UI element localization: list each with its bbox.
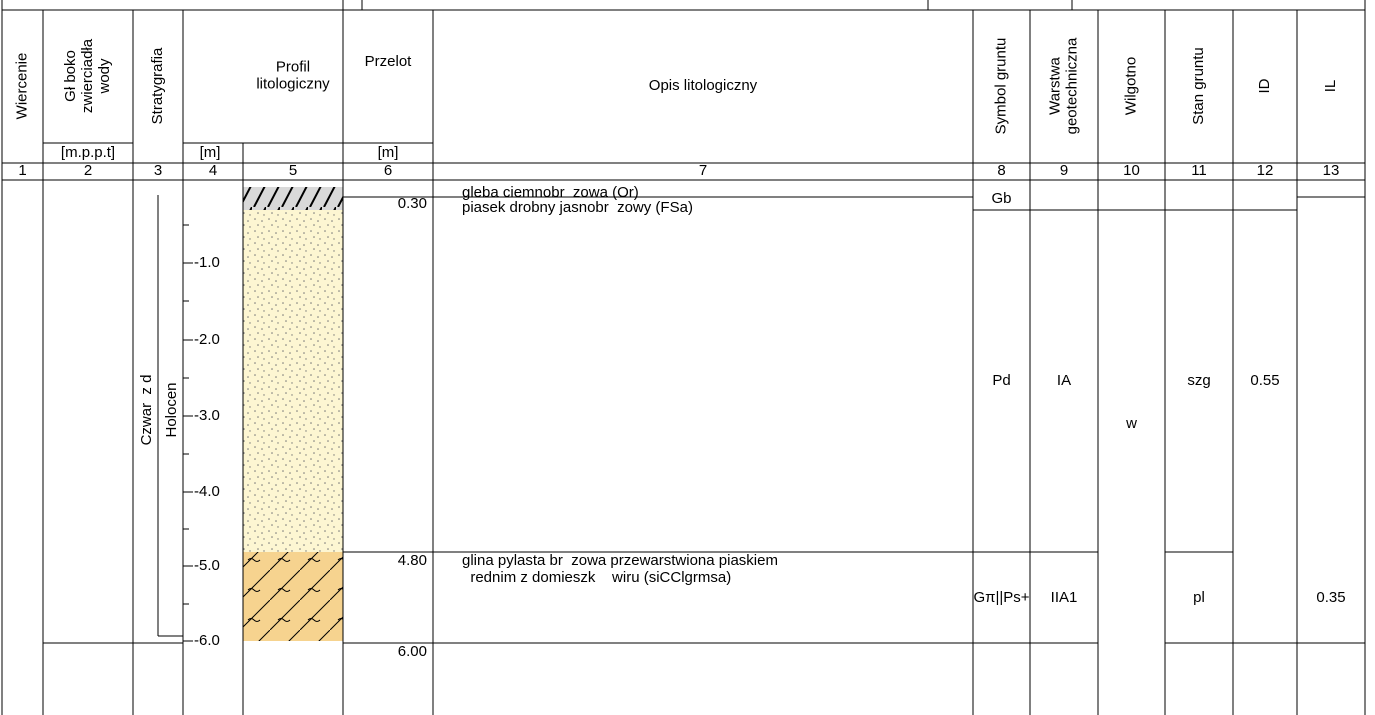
cell-text: 4.80	[398, 552, 427, 569]
cell-text: 13	[1323, 162, 1340, 179]
cell-text: 7	[699, 162, 707, 179]
cell-text: piasek drobny jasnobr zowy (FSa)	[462, 199, 693, 216]
cell-text: IL	[1322, 80, 1339, 93]
cell-text: pl	[1193, 589, 1205, 606]
cell-text: 0.30	[398, 195, 427, 212]
cell-text: IA	[1057, 372, 1071, 389]
cell-text: Symbol gruntu	[992, 38, 1009, 135]
cell-text: 3	[154, 162, 162, 179]
cell-text: -3.0	[194, 407, 220, 424]
cell-text: glina pylasta br zowa przewarstwiona pia…	[462, 552, 778, 569]
cell-text: Gł boko	[62, 50, 79, 102]
cell-text: Pd	[992, 372, 1010, 389]
cell-text: 9	[1060, 162, 1068, 179]
cell-text: 0.35	[1316, 589, 1345, 606]
cell-text: Wiercenie	[13, 53, 30, 120]
cell-text: 6	[384, 162, 392, 179]
cell-text: IIA1	[1051, 589, 1078, 606]
cell-text: ID	[1256, 78, 1273, 93]
cell-text: [m.p.p.t]	[61, 144, 115, 161]
cell-text: [m]	[378, 144, 399, 161]
cell-text: Przelot	[365, 53, 413, 70]
cell-text: 12	[1257, 162, 1274, 179]
cell-text: -6.0	[194, 632, 220, 649]
cell-text: Warstwa	[1046, 56, 1063, 114]
cell-text: Gb	[991, 190, 1011, 207]
borehole-log: Wiercenie Gł bokozwierciadławody Stratygra…	[0, 0, 1375, 715]
cell-text: Holocen	[163, 382, 180, 437]
cell-text: 1	[18, 162, 26, 179]
cell-text: -4.0	[194, 483, 220, 500]
cell-text: Opis litologiczny	[649, 77, 758, 94]
cell-text: 2	[84, 162, 92, 179]
cell-text: Stratygrafia	[149, 47, 166, 124]
cell-text: litologiczny	[256, 75, 330, 92]
cell-text: rednim z domieszk wiru (siCClgrmsa)	[462, 569, 731, 586]
cell-text: 6.00	[398, 643, 427, 660]
cell-text: 5	[289, 162, 297, 179]
cell-text: Wilgotno	[1122, 57, 1139, 115]
cell-text: -2.0	[194, 331, 220, 348]
cell-text: [m]	[200, 144, 221, 161]
cell-text: Profil	[276, 58, 310, 75]
cell-text: -5.0	[194, 557, 220, 574]
cell-text: 8	[997, 162, 1005, 179]
cell-text: geotechniczna	[1063, 37, 1080, 134]
cell-text: Gπ||Ps+	[973, 589, 1029, 606]
cell-text: 4	[209, 162, 217, 179]
cell-text: w	[1125, 415, 1137, 432]
page: Wiercenie Gł bokozwierciadławody Stratygra…	[0, 0, 1375, 715]
cell-text: szg	[1187, 372, 1210, 389]
soil-pattern	[243, 187, 343, 210]
cell-text: Czwar z d	[138, 375, 155, 446]
cell-text: -1.0	[194, 254, 220, 271]
cell-text: zwierciadła	[79, 38, 96, 113]
cell-text: 10	[1123, 162, 1140, 179]
cell-text: 0.55	[1250, 372, 1279, 389]
clay-pattern	[243, 552, 343, 641]
cell-text: 11	[1191, 162, 1207, 179]
sand-pattern	[243, 210, 343, 552]
cell-text: Stan gruntu	[1190, 47, 1207, 125]
cell-text: wody	[96, 58, 113, 95]
